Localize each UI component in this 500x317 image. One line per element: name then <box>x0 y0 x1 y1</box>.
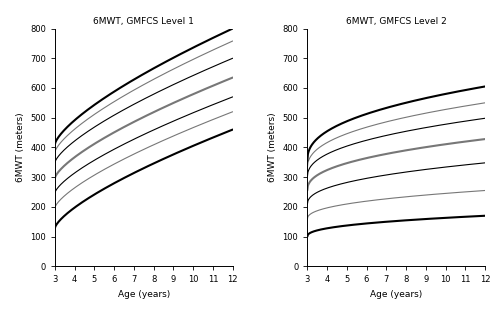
Title: 6MWT, GMFCS Level 1: 6MWT, GMFCS Level 1 <box>94 17 194 26</box>
Title: 6MWT, GMFCS Level 2: 6MWT, GMFCS Level 2 <box>346 17 446 26</box>
X-axis label: Age (years): Age (years) <box>370 290 422 299</box>
Y-axis label: 6MWT (meters): 6MWT (meters) <box>268 113 277 182</box>
X-axis label: Age (years): Age (years) <box>118 290 170 299</box>
Y-axis label: 6MWT (meters): 6MWT (meters) <box>16 113 24 182</box>
